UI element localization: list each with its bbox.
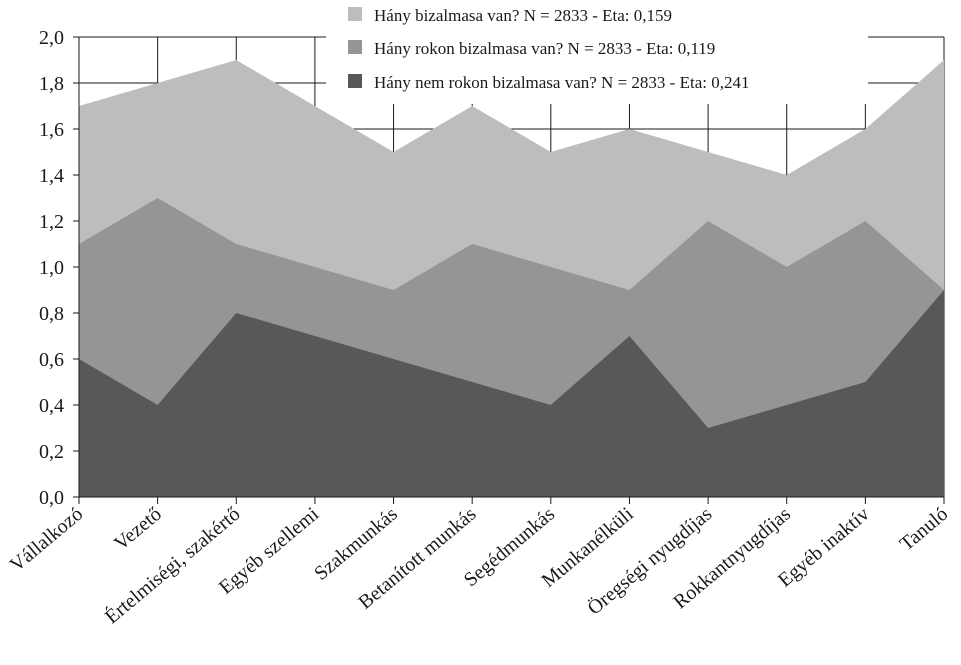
x-tick-label: Vállalkozó — [6, 503, 87, 576]
axes — [73, 37, 944, 498]
y-tick-label: 0,4 — [39, 395, 64, 417]
y-tick-label: 0,2 — [39, 441, 64, 463]
x-tick-label: Vezető — [110, 503, 166, 555]
y-tick-label: 0,6 — [39, 349, 64, 371]
y-tick-label: 1,8 — [39, 73, 64, 95]
y-tick-label: 1,2 — [39, 211, 64, 233]
legend-label-2: Hány rokon bizalmasa van? N = 2833 - Eta… — [374, 39, 715, 58]
y-tick-label: 0,8 — [39, 303, 64, 325]
legend-label-1: Hány bizalmasa van? N = 2833 - Eta: 0,15… — [374, 6, 672, 25]
y-tick-label: 0,0 — [39, 487, 64, 509]
legend: Hány bizalmasa van? N = 2833 - Eta: 0,15… — [326, 0, 868, 104]
legend-swatch-2 — [348, 40, 362, 54]
area-series-3 — [79, 290, 944, 497]
legend-background — [326, 0, 868, 104]
y-tick-labels: 0,0 0,2 0,4 0,6 0,8 1,0 1,2 1,4 1,6 1,8 2,0 — [39, 27, 64, 509]
area-series — [79, 60, 944, 497]
y-tick-label: 1,0 — [39, 257, 64, 279]
legend-label-3: Hány nem rokon bizalmasa van? N = 2833 -… — [374, 73, 749, 92]
y-tick-label: 1,4 — [39, 165, 64, 187]
y-tick-label: 1,6 — [39, 119, 64, 141]
x-tick-label: Tanuló — [896, 503, 952, 555]
y-tick-label: 2,0 — [39, 27, 64, 49]
legend-swatch-3 — [348, 74, 362, 88]
legend-swatch-1 — [348, 7, 362, 21]
x-tick-label: Értelmiségi, szakértő — [100, 502, 244, 628]
